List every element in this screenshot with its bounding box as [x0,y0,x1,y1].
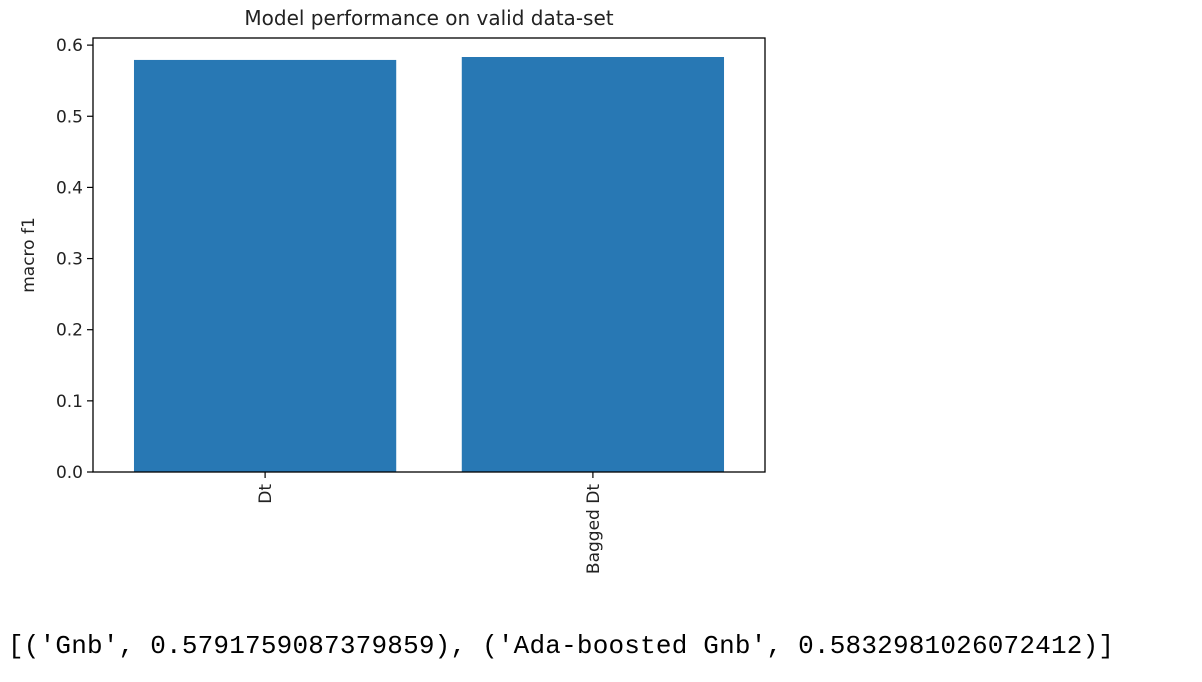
y-tick-label: 0.2 [56,321,83,341]
y-tick-label: 0.5 [56,107,83,127]
chart-title: Model performance on valid data-set [244,6,613,30]
y-axis-label: macro f1 [19,217,39,293]
y-tick-label: 0.1 [56,392,83,412]
chart-canvas: 0.0 0.1 0.2 0.3 0.4 0.5 0.6 Dt Bagged Dt macro f1… [19,6,766,574]
y-tick-label: 0.4 [56,178,83,198]
y-tick-label: 0.6 [56,36,83,56]
bar-chart: 0.0 0.1 0.2 0.3 0.4 0.5 0.6 Dt Bagged Dt macro f1… [19,6,766,574]
printed-output: [('Gnb', 0.5791759087379859), ('Ada-boos… [8,631,1115,661]
x-tick-label: Dt [256,484,276,504]
x-tick-label: Bagged Dt [584,484,604,574]
bar-dt [133,59,397,473]
y-tick-label: 0.3 [56,250,83,270]
bar-bagged-dt [461,57,725,472]
plot-frame [92,37,766,473]
y-tick-label: 0.0 [56,463,83,483]
